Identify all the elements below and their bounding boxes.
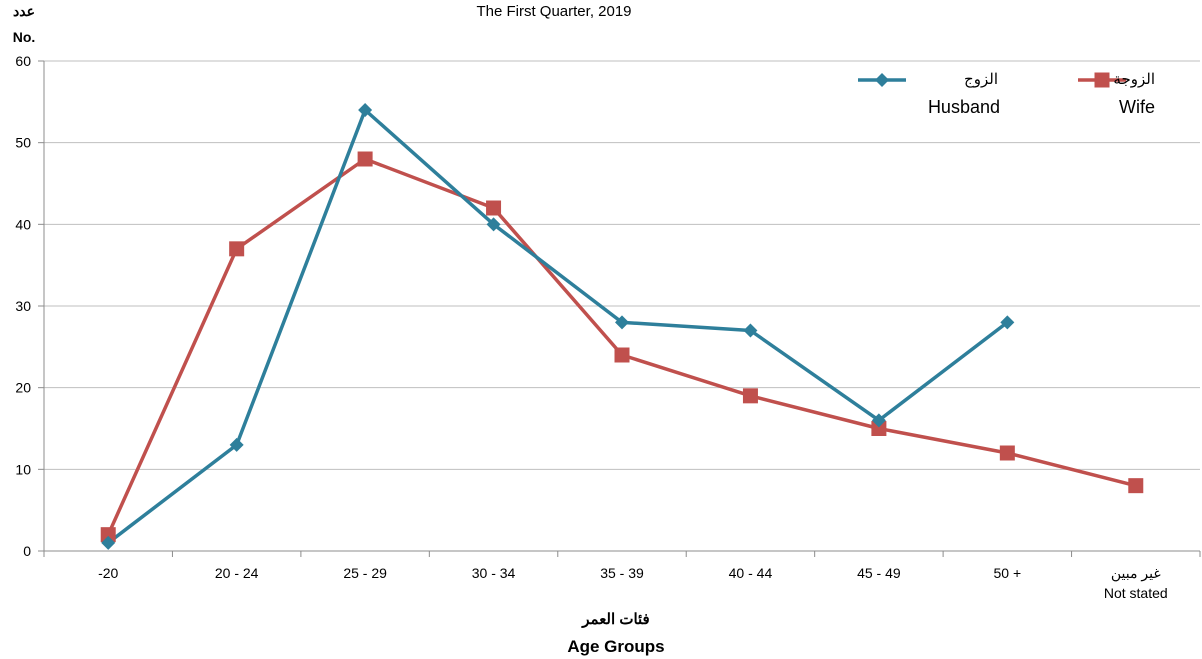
- wife-legend-marker: [1094, 72, 1110, 88]
- husband-data-point: [229, 437, 244, 452]
- y-tick-label: 40: [15, 216, 31, 232]
- y-tick-labels: 0 10 20 30 40 50 60: [15, 53, 31, 559]
- husband-data-point: [358, 103, 373, 117]
- x-tick-label: 50 +: [994, 565, 1022, 581]
- x-axis-label: Age Groups: [567, 637, 664, 656]
- series-plot-area: [100, 103, 1144, 550]
- wife-legend-label-arabic: الزوجة: [1113, 71, 1155, 88]
- x-tick-labels: -20 20 - 24 25 - 29 30 - 34 35 - 39 40 - 44 45…: [98, 565, 1168, 601]
- husband-data-point: [486, 217, 501, 232]
- husband-legend-label: Husband: [928, 97, 1000, 117]
- wife-data-point: [357, 151, 373, 167]
- wife-data-point: [871, 421, 887, 436]
- y-axis-label-arabic: عدد: [13, 3, 35, 19]
- x-tick-label: غير مبين: [1111, 565, 1161, 582]
- wife-legend-label: Wife: [1119, 97, 1155, 117]
- husband-data-point: [101, 535, 116, 550]
- x-tick-label: 20 - 24: [215, 565, 259, 581]
- chart-title: The First Quarter, 2019: [476, 3, 631, 20]
- y-tick-label: 60: [15, 53, 31, 69]
- x-tick-sublabel: Not stated: [1104, 585, 1168, 601]
- wife-data-point: [742, 388, 758, 404]
- husband-data-point: [871, 413, 886, 428]
- husband-data-point: [615, 315, 629, 330]
- wife-data-point: [486, 200, 502, 216]
- gridlines: [44, 60, 1200, 470]
- y-tick-label: 50: [15, 135, 31, 151]
- y-tick-label: 10: [15, 461, 31, 477]
- y-tick-label: 0: [23, 543, 31, 559]
- wife-data-point: [100, 527, 116, 543]
- x-axis-label-arabic: فئات العمر: [581, 611, 649, 628]
- x-tick-label: 35 - 39: [600, 565, 644, 581]
- x-tick-label: 40 - 44: [729, 565, 773, 581]
- axes: [38, 60, 1201, 557]
- y-tick-label: 30: [15, 298, 31, 314]
- x-tick-label: 30 - 34: [472, 565, 516, 581]
- legend: الزوج Husband الزوجة Wife: [858, 71, 1155, 117]
- x-tick-label: 25 - 29: [343, 565, 387, 581]
- husband-data-point: [743, 323, 758, 338]
- wife-series-line: [106, 157, 1137, 536]
- husband-series-line: [107, 108, 1009, 545]
- x-tick-label: 45 - 49: [857, 565, 901, 581]
- x-tick-label: -20: [98, 565, 118, 581]
- y-tick-label: 20: [15, 380, 31, 396]
- wife-data-point: [999, 445, 1015, 461]
- wife-data-point: [614, 347, 630, 363]
- y-axis-label: No.: [13, 29, 36, 45]
- husband-legend-label-arabic: الزوج: [964, 71, 998, 88]
- wife-data-point: [1128, 478, 1144, 494]
- wife-data-point: [229, 241, 245, 257]
- husband-legend-marker: [875, 73, 889, 87]
- husband-data-point: [1000, 315, 1015, 330]
